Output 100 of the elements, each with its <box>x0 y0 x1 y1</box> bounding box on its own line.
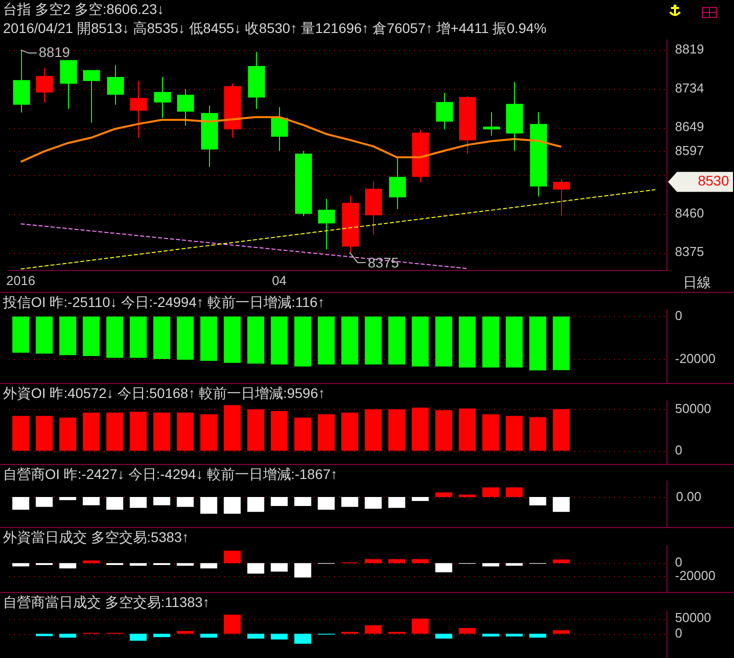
bar <box>364 559 382 564</box>
chart-title: 台指 多空2 多空:8606.23↓ <box>3 1 164 18</box>
bar <box>12 563 30 566</box>
candlestick <box>83 70 100 124</box>
bar <box>364 625 382 634</box>
bar <box>552 560 570 564</box>
bar <box>59 418 76 451</box>
bar <box>364 496 382 509</box>
bar <box>176 412 194 451</box>
bar <box>318 496 335 510</box>
bar <box>200 496 218 514</box>
bar <box>82 412 100 451</box>
bar <box>412 559 429 564</box>
text: 日線 <box>683 274 711 291</box>
candlestick <box>107 64 124 106</box>
bar <box>412 408 429 451</box>
y-tick-label: 8649 <box>675 119 704 134</box>
bar <box>200 563 218 568</box>
y-tick-label: 8597 <box>675 142 704 158</box>
bar <box>341 496 358 507</box>
bar <box>388 409 406 451</box>
y-tick-label: 8460 <box>675 205 704 220</box>
bar <box>294 634 312 644</box>
annotation: 8819 <box>38 44 70 60</box>
bar <box>36 634 53 636</box>
chart-title: 外資OI 昨:40572↓ 今日:50168↑ 較前一日增減:9596↑ <box>3 385 326 402</box>
chart-title: 投信OI 昨:-25110↓ 今日:-24994↑ 較前一日增減:116↑ <box>3 294 325 311</box>
bar <box>388 559 406 564</box>
bar <box>176 496 194 507</box>
bar <box>318 414 335 451</box>
bar <box>82 560 100 564</box>
y-tick-label: 50000 <box>675 610 712 626</box>
candlestick <box>177 88 194 126</box>
candlestick <box>483 112 500 136</box>
y-tick-label: 0 <box>675 442 682 458</box>
bar <box>388 496 406 508</box>
y-tick-label: 0 <box>675 625 682 640</box>
bar <box>200 414 218 451</box>
chart-subtitle: 2016/04/21 開8513↓ 高8535↓ 低8455↓ 收8530↑ 量121696↑ 倉76057↑ 增+4411 振0.94% <box>3 20 546 37</box>
bar <box>412 496 429 501</box>
bar <box>36 416 53 451</box>
ref-line-label: 0.00 <box>676 489 702 504</box>
bar <box>247 409 264 451</box>
bar <box>270 410 288 451</box>
bar <box>435 563 452 572</box>
bar <box>506 563 523 566</box>
y-tick-label: 8375 <box>675 244 704 260</box>
bar <box>482 414 500 451</box>
bar <box>294 496 312 506</box>
bar <box>294 418 312 451</box>
bar <box>130 634 147 641</box>
bar <box>59 563 76 568</box>
bar <box>153 496 170 506</box>
bar <box>247 496 264 512</box>
bar <box>12 416 30 451</box>
bar <box>435 634 452 639</box>
bar <box>482 563 500 566</box>
bar <box>458 628 476 634</box>
bar <box>130 412 147 451</box>
chart-title: 外資當日成交 多空交易:5383↑ <box>3 529 189 546</box>
candlestick <box>553 179 570 217</box>
y-tick-label: 8819 <box>675 42 704 57</box>
bar <box>247 634 264 639</box>
bar <box>176 563 194 566</box>
bar <box>59 496 76 500</box>
candlestick <box>130 80 147 138</box>
bar <box>506 634 523 636</box>
bar <box>130 496 147 508</box>
candlestick <box>271 106 288 152</box>
bar <box>270 634 288 640</box>
bar <box>200 634 218 638</box>
y-tick-label: 50000 <box>675 400 712 416</box>
bar <box>106 496 124 510</box>
bar <box>506 487 523 497</box>
bar <box>435 492 452 497</box>
bar <box>294 563 312 578</box>
y-tick-label: 0 <box>675 308 682 324</box>
x-tick-label: 2016 <box>6 272 36 288</box>
candlestick <box>389 156 406 210</box>
bar <box>506 416 523 451</box>
bar <box>59 634 76 638</box>
bar <box>270 496 288 506</box>
bar <box>529 417 546 451</box>
bar <box>458 408 476 451</box>
bar <box>435 410 452 451</box>
candlestick <box>154 76 171 119</box>
bar <box>412 618 429 634</box>
bar <box>529 634 546 638</box>
bar <box>552 496 570 512</box>
bar <box>130 563 147 566</box>
y-tick-label: -20000 <box>675 350 716 366</box>
bar <box>224 496 241 514</box>
y-tick-label: 8734 <box>675 80 704 96</box>
bar <box>106 412 124 451</box>
text: 8530 <box>698 172 730 189</box>
bar <box>482 634 500 636</box>
bar <box>82 496 100 506</box>
bar <box>224 405 241 451</box>
bar <box>12 496 30 510</box>
bar <box>482 487 500 497</box>
